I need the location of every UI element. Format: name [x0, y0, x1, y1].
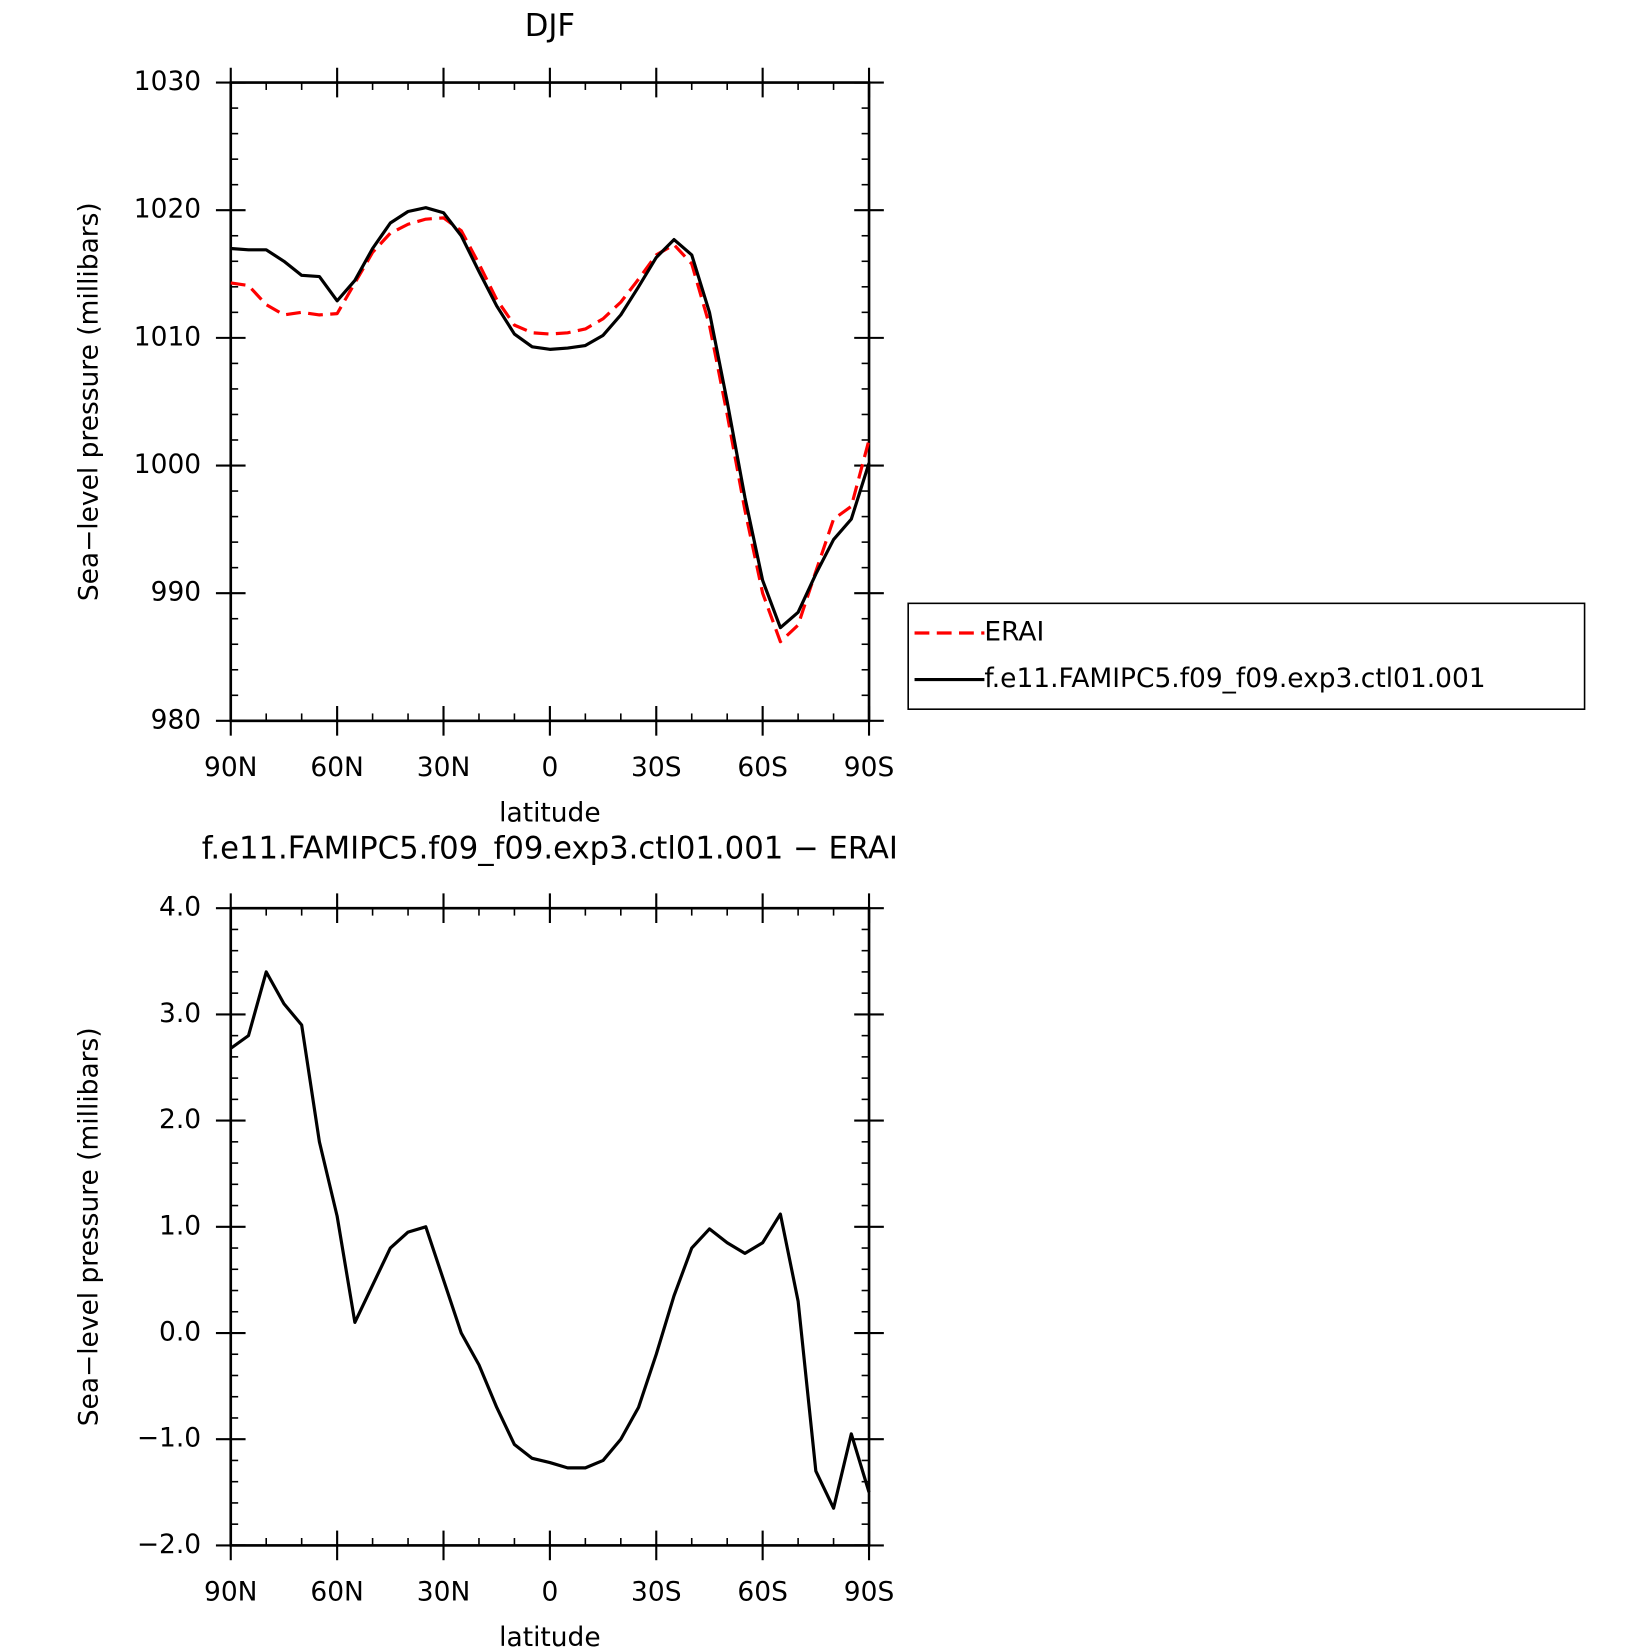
data-line	[229, 970, 871, 1510]
x-tick-label: 90S	[844, 1577, 894, 1608]
x-tick-label: 90N	[204, 1577, 257, 1608]
x-tick-label: 90S	[844, 752, 894, 783]
data-line	[230, 206, 871, 630]
x-tick-label: 30S	[631, 752, 681, 783]
legend-label: f.e11.FAMIPC5.f09_f09.exp3.ctl01.001	[984, 663, 1485, 694]
x-tick-label: 30S	[631, 1577, 681, 1608]
y-tick-label: −1.0	[137, 1423, 201, 1454]
chart-title: DJF	[525, 9, 575, 44]
y-tick-label: 0.0	[159, 1317, 201, 1348]
x-axis-label: latitude	[499, 797, 601, 828]
y-tick-label: 4.0	[159, 892, 201, 923]
x-tick-label: 30N	[417, 752, 470, 783]
y-tick-label: 2.0	[159, 1104, 201, 1135]
x-tick-label: 0	[541, 752, 558, 783]
y-tick-label: 3.0	[159, 998, 201, 1029]
plot-frame	[229, 906, 871, 1547]
x-tick-label: 60S	[737, 1577, 787, 1608]
chart-title: f.e11.FAMIPC5.f09_f09.exp3.ctl01.001 − E…	[202, 831, 898, 866]
y-tick-label: 1.0	[159, 1210, 201, 1241]
legend-label: ERAI	[984, 616, 1044, 647]
x-tick-label: 60N	[310, 1577, 363, 1608]
x-axis-label: latitude	[499, 1622, 601, 1647]
x-tick-label: 60N	[310, 752, 363, 783]
y-axis-label: Sea−level pressure (millibars)	[73, 1027, 104, 1426]
x-tick-label: 60S	[737, 752, 787, 783]
data-line	[230, 216, 871, 644]
y-tick-label: 1030	[134, 66, 201, 97]
y-axis-label: Sea−level pressure (millibars)	[73, 202, 104, 601]
legend-box	[907, 602, 1586, 710]
y-tick-label: −2.0	[137, 1529, 201, 1560]
y-tick-label: 1020	[134, 194, 201, 225]
x-tick-label: 90N	[204, 752, 257, 783]
y-tick-label: 1010	[134, 321, 201, 352]
x-tick-label: 0	[541, 1577, 558, 1608]
y-tick-label: 1000	[134, 449, 201, 480]
figure: DJF latitude Sea−level pressure (millibars…	[73, 9, 1586, 1647]
plot-frame	[229, 81, 871, 723]
y-tick-label: 990	[151, 577, 201, 608]
y-tick-label: 980	[151, 704, 201, 735]
x-tick-label: 30N	[417, 1577, 470, 1608]
